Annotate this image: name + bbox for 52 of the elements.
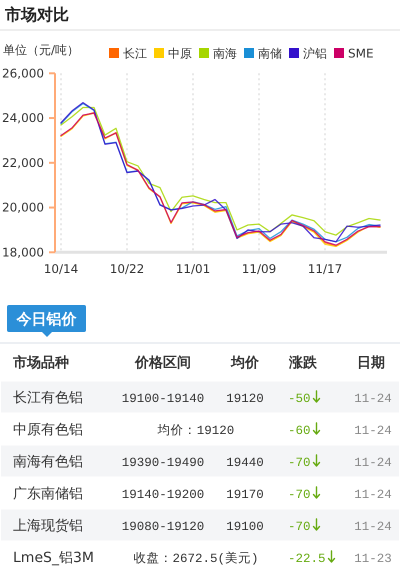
legend-label: 沪铝 (303, 46, 327, 60)
chart-title: 市场对比 (4, 5, 69, 24)
text: 11-24 (354, 456, 392, 470)
text: 上海现货铝 (13, 518, 83, 534)
text: 均价：19120 (158, 424, 234, 438)
text: 收盘：2672.5(美元) (133, 552, 259, 566)
y-tick-label: 22,000 (2, 156, 44, 170)
x-tick-label: 10/22 (110, 262, 144, 276)
category-label: 均价 (230, 355, 260, 371)
text: 11-24 (354, 520, 392, 534)
category-label: 市场品种 (12, 354, 69, 371)
y-tick-label: 18,000 (2, 245, 44, 260)
text: -70 (288, 456, 311, 470)
legend-label: SME (348, 46, 374, 60)
text: 11-24 (354, 424, 392, 438)
text: 19120 (226, 392, 264, 406)
text: LmeS_铝3M (13, 550, 94, 566)
text: 南海有色铝 (13, 454, 83, 470)
text: 长江有色铝 (13, 390, 83, 406)
text: 11-24 (354, 392, 392, 406)
text: -70 (288, 520, 311, 534)
text: -70 (288, 488, 311, 502)
y-tick-label: 26,000 (2, 66, 44, 80)
text: 19080-19120 (122, 520, 204, 534)
text: -60 (288, 424, 311, 438)
x-tick-label: 11/01 (176, 262, 210, 276)
text: 19100 (226, 520, 264, 534)
category-label: 涨跌 (288, 355, 318, 371)
text: -50 (288, 392, 311, 406)
text: 19390-19490 (122, 456, 204, 470)
text: 19140-19200 (122, 488, 204, 502)
category-label: 日期 (357, 355, 385, 371)
y-tick-label: 24,000 (2, 111, 44, 126)
text: -22.5 (288, 552, 326, 566)
text: 广东南储铝 (13, 486, 83, 502)
legend-label: 南海 (213, 46, 237, 60)
category-label: 价格区间 (134, 355, 191, 371)
x-tick-label: 11/17 (308, 262, 342, 276)
legend-label: 长江 (123, 46, 147, 60)
text: 19440 (226, 456, 264, 470)
text: 19100-19140 (122, 392, 204, 406)
legend-label: 南储 (258, 46, 282, 60)
text: 今日铝价 (16, 310, 78, 328)
text: 11-24 (354, 488, 392, 502)
y-axis-title: 单位（元/吨） (3, 43, 80, 57)
x-tick-label: 10/14 (44, 262, 78, 276)
text: 中原有色铝 (13, 422, 83, 438)
legend-label: 中原 (168, 46, 192, 60)
text: 11-23 (354, 552, 392, 566)
text: 19170 (226, 488, 264, 502)
y-tick-label: 20,000 (2, 200, 44, 215)
x-tick-label: 11/09 (242, 262, 276, 276)
